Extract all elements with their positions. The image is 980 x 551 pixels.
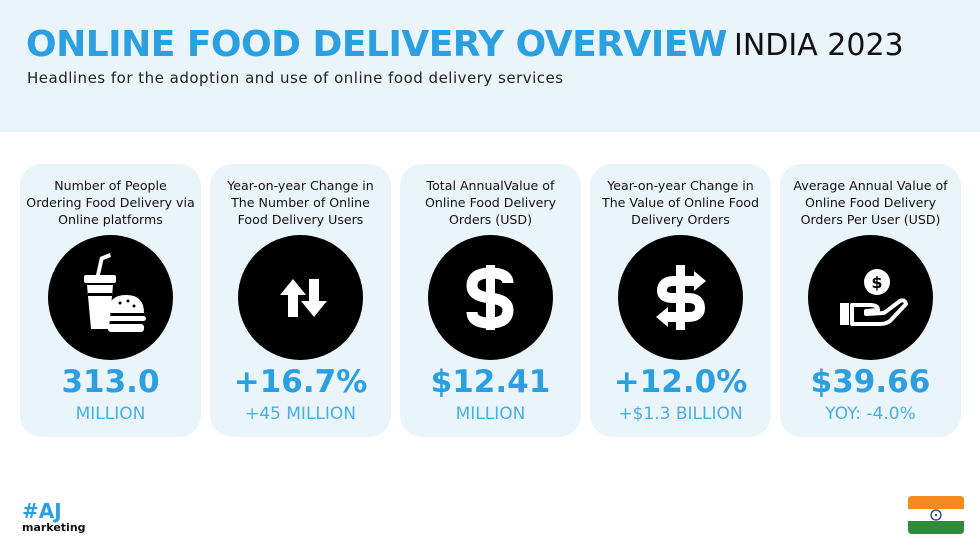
fast-food-icon — [48, 235, 173, 360]
up-down-arrows-icon — [238, 235, 363, 360]
stat-card-value-change: Year-on-year Change in The Value of Onli… — [590, 164, 771, 437]
stat-card-order-value: Total AnnualValue of Online Food Deliver… — [400, 164, 581, 437]
stat-card-user-change: Year-on-year Change in The Number of Onl… — [210, 164, 391, 437]
page-title: ONLINE FOOD DELIVERY OVERVIEW — [26, 24, 728, 65]
stat-label: Total AnnualValue of Online Food Deliver… — [424, 178, 557, 227]
brand-name: marketing — [22, 521, 86, 534]
stat-card-per-user: Average Annual Value of Online Food Deli… — [780, 164, 961, 437]
india-flag-icon — [908, 496, 964, 534]
region-label: INDIA 2023 — [734, 28, 904, 63]
stat-unit: YOY: -4.0% — [825, 404, 916, 424]
stat-card-users: Number of People Ordering Food Delivery … — [20, 164, 201, 437]
header-banner: ONLINE FOOD DELIVERY OVERVIEW INDIA 2023… — [0, 0, 980, 132]
stat-label: Average Annual Value of Online Food Deli… — [793, 178, 948, 227]
stat-value: $12.41 — [430, 364, 551, 400]
page-subtitle: Headlines for the adoption and use of on… — [27, 69, 564, 87]
stat-unit: +$1.3 BILLION — [618, 404, 743, 424]
dollar-icon — [428, 235, 553, 360]
stat-unit: MILLION — [455, 404, 526, 424]
stat-value: +12.0% — [613, 364, 748, 400]
stat-unit: +45 MILLION — [244, 404, 356, 424]
stat-value: 313.0 — [61, 364, 160, 400]
stat-value: +16.7% — [233, 364, 368, 400]
stat-label: Year-on-year Change in The Value of Onli… — [602, 178, 759, 227]
svg-text:$: $ — [871, 273, 882, 292]
stat-label: Year-on-year Change in The Number of Onl… — [227, 178, 374, 227]
stat-value: $39.66 — [810, 364, 931, 400]
brand-logo: #AJ marketing — [22, 501, 86, 535]
stat-label: Number of People Ordering Food Delivery … — [26, 178, 195, 227]
stat-unit: MILLION — [75, 404, 146, 424]
dollar-exchange-icon — [618, 235, 743, 360]
brand-mark: #AJ — [22, 499, 62, 523]
hand-coin-icon: $ — [808, 235, 933, 360]
